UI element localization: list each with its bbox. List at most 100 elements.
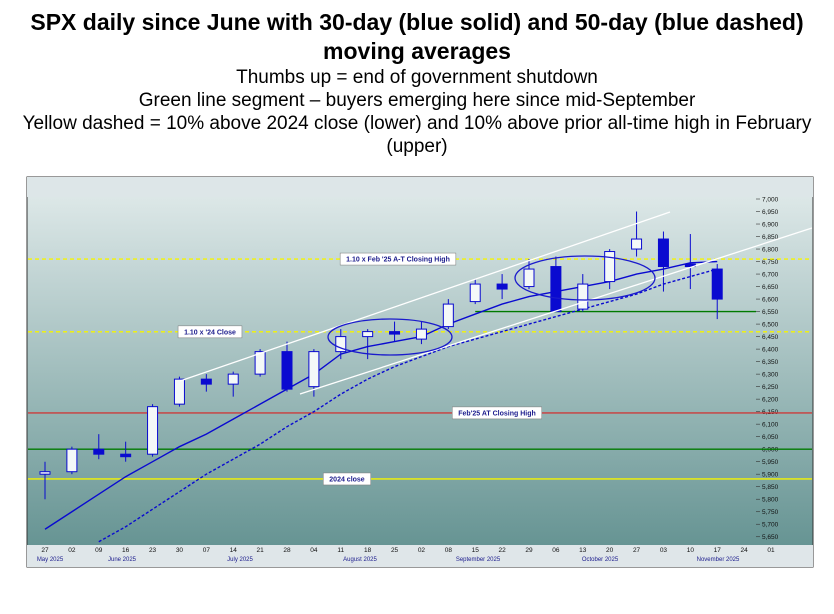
x-tick-label: 25 bbox=[391, 547, 399, 554]
plot-background bbox=[26, 176, 814, 568]
y-tick-label: 6,350 bbox=[762, 359, 779, 366]
candle-body bbox=[362, 331, 374, 338]
y-tick-label: 5,950 bbox=[762, 459, 779, 466]
x-tick-label: 03 bbox=[660, 547, 668, 554]
reference-label: 2024 close bbox=[329, 476, 365, 483]
y-tick-label: 6,100 bbox=[762, 422, 779, 429]
candle-body bbox=[442, 303, 454, 328]
month-label: November 2025 bbox=[697, 557, 740, 563]
candle-body bbox=[496, 283, 508, 290]
y-tick-label: 6,850 bbox=[762, 234, 779, 241]
candle-body bbox=[66, 448, 78, 473]
candle-body bbox=[254, 351, 266, 375]
x-tick-label: 27 bbox=[41, 547, 49, 554]
y-tick-label: 6,600 bbox=[762, 297, 779, 304]
candle-body bbox=[227, 373, 239, 385]
y-tick-label: 6,300 bbox=[762, 372, 779, 379]
y-tick-label: 6,550 bbox=[762, 309, 779, 316]
reference-label-box bbox=[339, 252, 457, 266]
month-label: June 2025 bbox=[108, 557, 137, 563]
x-tick-label: 30 bbox=[176, 547, 184, 554]
candle-body bbox=[147, 406, 159, 455]
candle-body bbox=[657, 238, 669, 268]
x-tick-label: 23 bbox=[149, 547, 157, 554]
x-tick-label: 14 bbox=[230, 547, 238, 554]
x-tick-label: 16 bbox=[122, 547, 130, 554]
x-tick-label: 11 bbox=[337, 547, 344, 554]
note: Yellow dashed = 10% above 2024 close (lo… bbox=[22, 113, 812, 157]
x-tick-label: 20 bbox=[606, 547, 614, 554]
y-tick-label: 6,200 bbox=[762, 397, 779, 404]
annotations bbox=[179, 211, 813, 395]
month-label: July 2025 bbox=[227, 557, 253, 563]
month-label: October 2025 bbox=[582, 557, 619, 563]
x-tick-label: 29 bbox=[525, 547, 533, 554]
x-tick-label: 24 bbox=[740, 547, 748, 554]
reference-label-box bbox=[452, 406, 542, 420]
reference-label: Feb'25 AT Closing High bbox=[458, 410, 536, 417]
reference-label-box bbox=[323, 472, 371, 486]
candle-body bbox=[93, 448, 105, 455]
y-tick-label: 7,000 bbox=[762, 197, 779, 204]
y-tick-label: 6,950 bbox=[762, 209, 779, 216]
chart-header-strip bbox=[27, 177, 813, 197]
y-tick-label: 6,900 bbox=[762, 222, 779, 229]
month-label: May 2025 bbox=[37, 557, 64, 563]
y-tick-label: 6,450 bbox=[762, 334, 779, 341]
y-tick-label: 5,850 bbox=[762, 484, 779, 491]
x-tick-label: 13 bbox=[579, 547, 587, 554]
candle-body bbox=[389, 331, 401, 335]
trend-line bbox=[299, 227, 813, 395]
y-tick-label: 5,800 bbox=[762, 497, 779, 504]
y-tick-label: 5,700 bbox=[762, 522, 779, 529]
x-tick-label: 08 bbox=[445, 547, 453, 554]
y-tick-label: 6,650 bbox=[762, 284, 779, 291]
x-tick-label: 17 bbox=[714, 547, 722, 554]
trend-line bbox=[179, 211, 671, 382]
reference-label-box bbox=[177, 325, 243, 339]
x-tick-label: 02 bbox=[68, 547, 76, 554]
x-tick-label: 18 bbox=[364, 547, 372, 554]
reference-label: 1.10 x '24 Close bbox=[184, 329, 236, 336]
y-tick-label: 6,800 bbox=[762, 247, 779, 254]
candle-body bbox=[577, 283, 589, 310]
candle-body bbox=[335, 336, 347, 353]
x-tick-label: 01 bbox=[767, 547, 775, 554]
x-tick-label: 27 bbox=[633, 547, 641, 554]
x-tick-label: 04 bbox=[310, 547, 318, 554]
candle-body bbox=[604, 251, 616, 283]
candle-body bbox=[711, 268, 723, 300]
candle-body bbox=[415, 328, 427, 340]
y-tick-label: 6,050 bbox=[762, 434, 779, 441]
x-tick-label: 15 bbox=[472, 547, 480, 554]
month-label: August 2025 bbox=[343, 557, 377, 563]
plot-layer: 5,650 5,700 5,750 5,800 5,850 5,900 5,950 6,000… bbox=[28, 197, 812, 543]
x-tick-label: 09 bbox=[95, 547, 103, 554]
candle-body bbox=[200, 378, 212, 385]
x-tick-label: 02 bbox=[418, 547, 426, 554]
y-tick-label: 6,700 bbox=[762, 272, 779, 279]
note: Green line segment – buyers emerging her… bbox=[138, 90, 696, 111]
candle-body bbox=[469, 283, 481, 303]
month-label: September 2025 bbox=[456, 557, 501, 563]
x-tick-label: 28 bbox=[283, 547, 291, 554]
y-tick-label: 6,400 bbox=[762, 347, 779, 354]
y-tick-label: 6,250 bbox=[762, 384, 779, 391]
y-tick-label: 5,650 bbox=[762, 534, 779, 541]
candle-body bbox=[550, 266, 562, 313]
x-tick-label: 07 bbox=[203, 547, 211, 554]
y-tick-label: 5,750 bbox=[762, 509, 779, 516]
candle-body bbox=[39, 471, 51, 475]
moving-average bbox=[44, 260, 718, 530]
chart-title: SPX daily since June with 30-day (blue s… bbox=[30, 9, 804, 64]
moving-average bbox=[98, 268, 718, 543]
y-tick-label: 6,000 bbox=[762, 447, 779, 454]
candle-body bbox=[631, 238, 643, 250]
candle-body bbox=[281, 351, 293, 390]
y-tick-label: 6,500 bbox=[762, 322, 779, 329]
candle-body bbox=[523, 268, 535, 288]
x-tick-label: 10 bbox=[687, 547, 695, 554]
highlight-ellipse bbox=[327, 318, 453, 356]
